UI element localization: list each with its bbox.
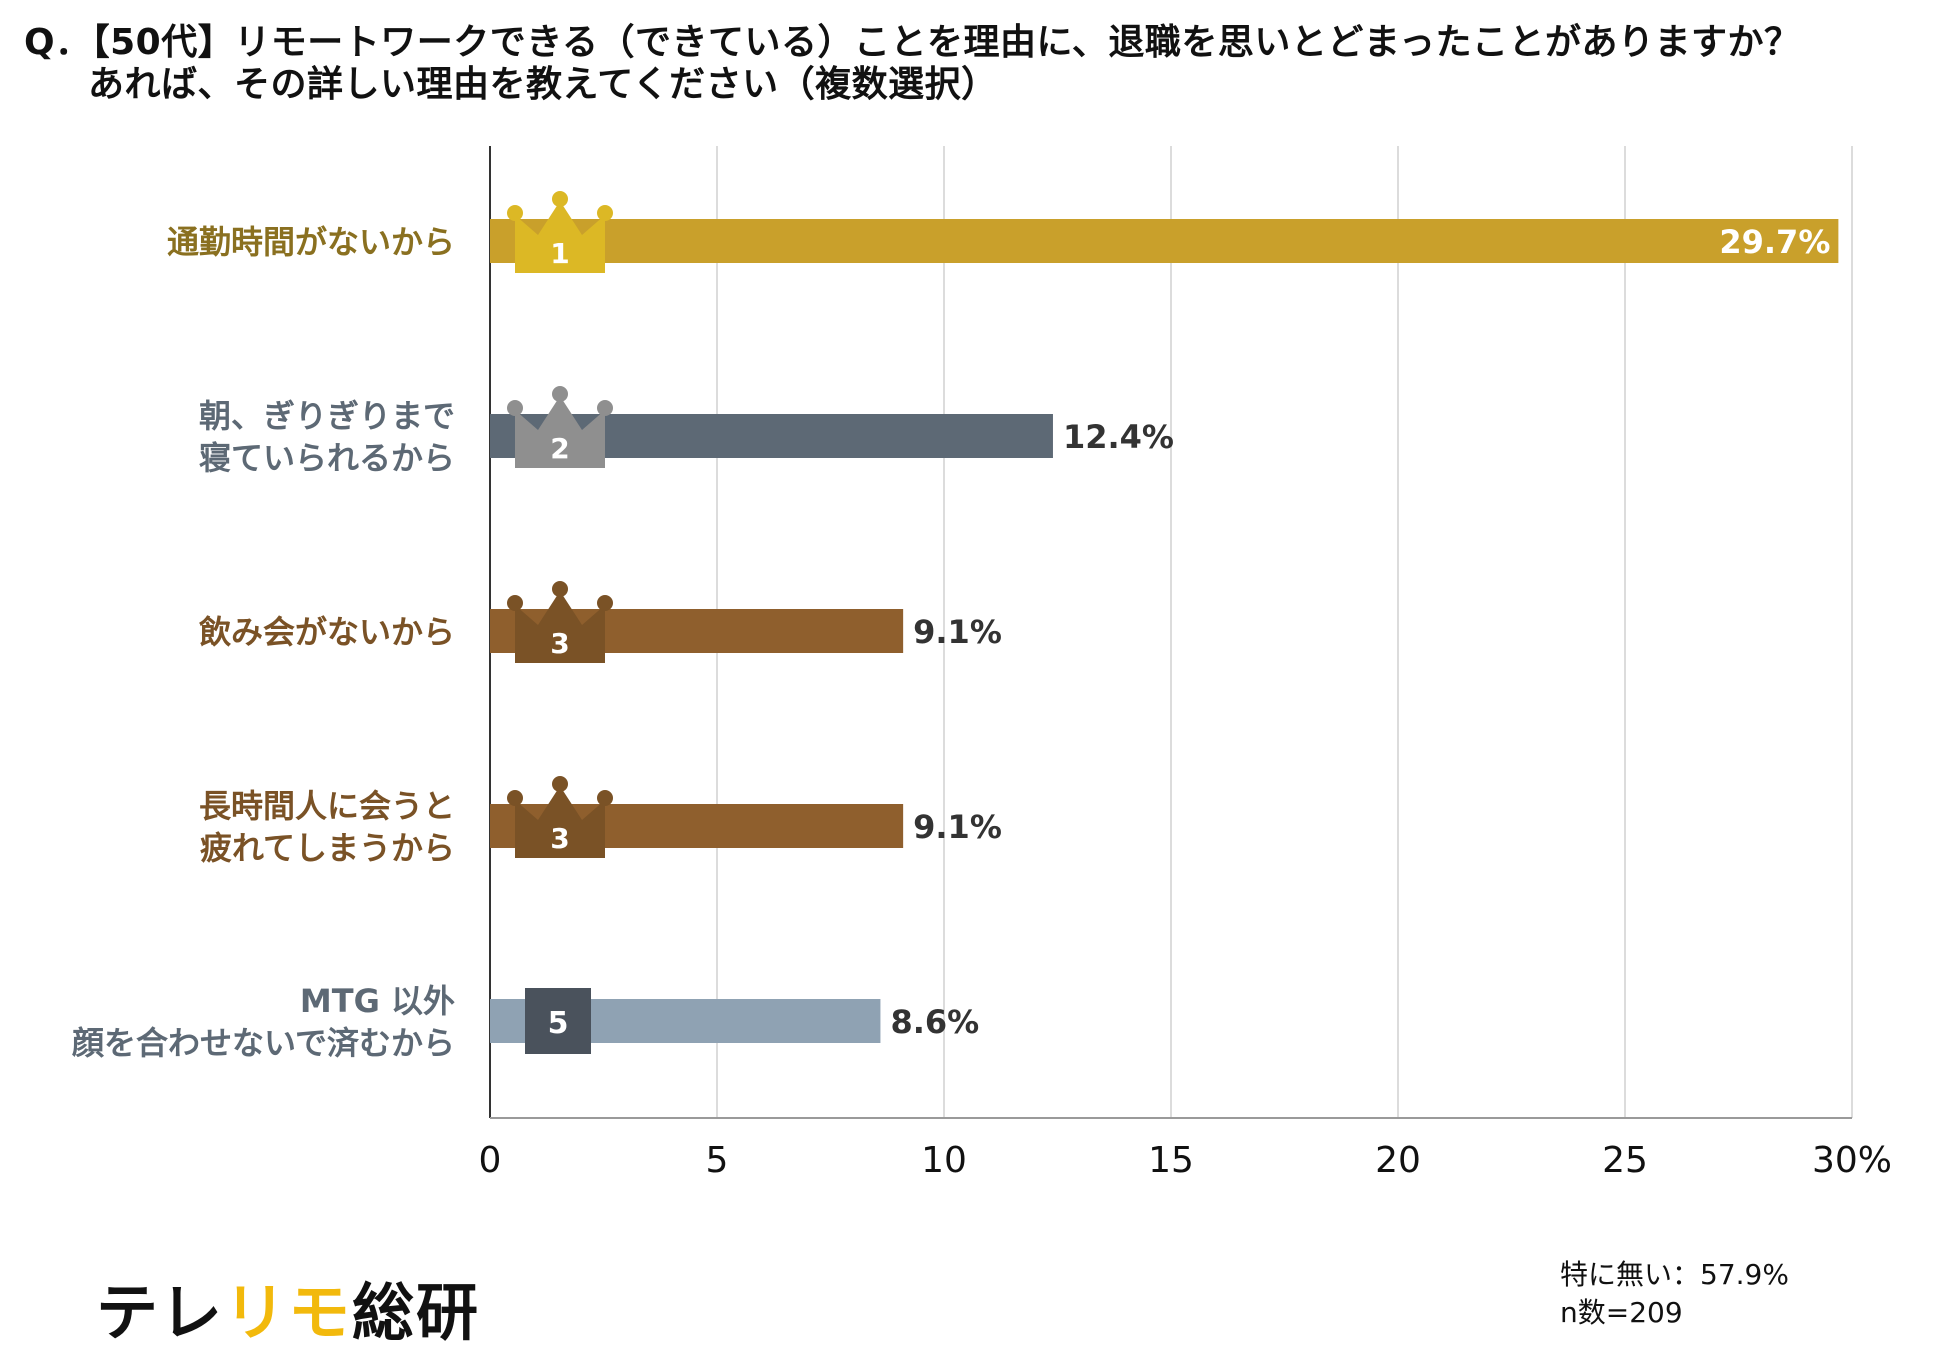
crown-jewel (507, 790, 523, 806)
crown-jewel (597, 205, 613, 221)
rank-number: 2 (550, 432, 569, 465)
crown-jewel (507, 205, 523, 221)
category-label: 寝ていられるから (199, 439, 455, 477)
bar (490, 219, 1839, 263)
note-sample-size: n数=209 (1560, 1296, 1683, 1329)
question-prefix: Q． (24, 22, 92, 63)
category-label: MTG 以外 (300, 982, 455, 1020)
crown-icon (515, 591, 605, 663)
brand-text-start: テレ (96, 1276, 225, 1349)
x-tick-label: 5 (706, 1140, 729, 1181)
crown-jewel (552, 776, 568, 792)
crown-icon (515, 201, 605, 273)
brand-text-end: 総研 (352, 1276, 481, 1349)
rank-number: 5 (548, 1006, 569, 1041)
rank-number: 1 (550, 237, 569, 270)
crown-jewel (597, 595, 613, 611)
crown-jewel (507, 400, 523, 416)
x-tick-label: 0 (479, 1140, 502, 1181)
chart-notes: 特に無い：57.9% n数=209 (1560, 1256, 1789, 1332)
question-line-1: Q．【50代】リモートワークできる（できている）ことを理由に、退職を思いとどまっ… (24, 22, 1800, 64)
crown-jewel (552, 191, 568, 207)
question-title: Q．【50代】リモートワークできる（できている）ことを理由に、退職を思いとどまっ… (24, 22, 1800, 106)
brand-text-accent: リモ (224, 1276, 353, 1349)
category-label: 朝、ぎりぎりまで (199, 397, 455, 435)
category-label: 疲れてしまうから (200, 829, 455, 867)
rank-number: 3 (550, 627, 569, 660)
x-tick-label: 10 (921, 1140, 967, 1181)
crown-icon (515, 396, 605, 468)
bar-value-label: 9.1% (913, 808, 1002, 846)
question-line-2: あれば、その詳しい理由を教えてください（複数選択） (88, 64, 998, 105)
bar-value-label: 29.7% (1719, 223, 1830, 261)
x-tick-label: 25 (1602, 1140, 1648, 1181)
category-label: 飲み会がないから (199, 613, 455, 651)
crown-icon (515, 786, 605, 858)
x-tick-label: 20 (1375, 1140, 1421, 1181)
crown-jewel (507, 595, 523, 611)
category-label: 顔を合わせないで済むから (72, 1024, 455, 1062)
bar-value-label: 8.6% (890, 1003, 979, 1041)
rank-number: 3 (550, 822, 569, 855)
crown-jewel (552, 386, 568, 402)
note-none: 特に無い：57.9% (1560, 1258, 1789, 1291)
question-text-1: 【50代】リモートワークできる（できている）ことを理由に、退職を思いとどまったこ… (91, 22, 1801, 63)
crown-jewel (597, 790, 613, 806)
crown-jewel (597, 400, 613, 416)
bar-value-label: 12.4% (1063, 418, 1174, 456)
category-label: 通勤時間がないから (167, 223, 455, 261)
crown-jewel (552, 581, 568, 597)
bar-value-label: 9.1% (913, 613, 1002, 651)
rank-badge (525, 988, 591, 1054)
x-tick-label: 15 (1148, 1140, 1194, 1181)
brand-logo: テレリモ総研 (96, 1262, 480, 1352)
category-label: 長時間人に会うと (199, 787, 455, 825)
x-tick-label: 30% (1812, 1140, 1892, 1181)
